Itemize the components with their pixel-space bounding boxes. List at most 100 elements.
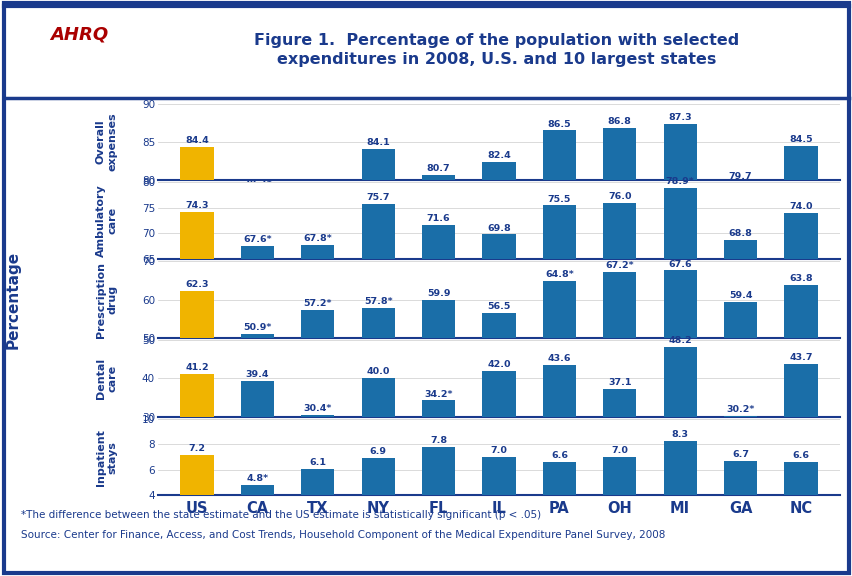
Bar (361, 458, 394, 547)
Text: Percentage: Percentage (5, 251, 20, 348)
Bar (784, 146, 816, 576)
Text: 74.3: 74.3 (185, 200, 209, 210)
Text: 62.3: 62.3 (185, 280, 209, 289)
Text: 34.2*: 34.2* (423, 389, 452, 399)
Bar (301, 469, 334, 547)
Text: 84.1: 84.1 (366, 138, 389, 147)
Text: 7.8: 7.8 (429, 436, 446, 445)
Bar (301, 245, 334, 576)
Bar (422, 300, 455, 529)
Bar (602, 203, 636, 576)
Text: 86.8: 86.8 (607, 118, 631, 126)
Bar (361, 378, 394, 531)
Bar (482, 234, 515, 576)
Text: 6.7: 6.7 (731, 450, 748, 459)
Text: Source: Center for Finance, Access, and Cost Trends, Household Component of the : Source: Center for Finance, Access, and … (21, 530, 665, 540)
Text: 78.9*: 78.9* (665, 177, 694, 186)
Text: 67.8*: 67.8* (303, 234, 331, 242)
Text: 59.4: 59.4 (728, 291, 751, 300)
Bar (602, 128, 636, 576)
Text: 59.9: 59.9 (426, 289, 450, 298)
Text: 6.6: 6.6 (550, 452, 567, 460)
Bar (301, 310, 334, 529)
Text: 84.4: 84.4 (185, 135, 209, 145)
Text: 75.5: 75.5 (547, 195, 570, 203)
Bar (723, 461, 757, 547)
Bar (663, 271, 696, 529)
Text: 84.5: 84.5 (788, 135, 812, 144)
Text: AHRQ: AHRQ (50, 25, 108, 44)
Bar (784, 213, 816, 576)
Text: 76.0: 76.0 (607, 192, 630, 201)
Text: 4.8*: 4.8* (246, 474, 268, 483)
Text: 80.7: 80.7 (426, 164, 450, 173)
Bar (422, 400, 455, 531)
Text: 7.0: 7.0 (490, 446, 507, 455)
Bar (663, 441, 696, 547)
Text: Advancing
Excellence in
Health Care: Advancing Excellence in Health Care (54, 50, 104, 79)
Bar (542, 206, 575, 576)
Bar (542, 281, 575, 529)
Text: 43.6: 43.6 (547, 354, 571, 363)
Bar (240, 190, 273, 576)
Bar (784, 285, 816, 529)
Text: Dental
care: Dental care (95, 358, 118, 399)
Text: 71.6: 71.6 (426, 214, 450, 223)
Bar (181, 454, 213, 547)
Bar (723, 183, 757, 576)
Text: 6.6: 6.6 (792, 452, 809, 460)
Text: 8.3: 8.3 (671, 430, 688, 439)
Bar (542, 462, 575, 547)
Bar (240, 246, 273, 576)
Bar (181, 374, 213, 531)
Bar (361, 149, 394, 576)
Text: 57.2*: 57.2* (303, 300, 331, 308)
Text: 67.6*: 67.6* (243, 235, 272, 244)
Text: 42.0: 42.0 (486, 360, 510, 369)
Text: 41.2: 41.2 (185, 363, 209, 372)
Bar (422, 175, 455, 576)
Text: 68.8: 68.8 (728, 229, 751, 238)
Bar (240, 381, 273, 531)
Bar (663, 188, 696, 576)
Text: 40.0: 40.0 (366, 367, 389, 376)
Bar (784, 364, 816, 531)
Text: 79.7: 79.7 (728, 172, 751, 180)
Bar (542, 365, 575, 531)
Bar (301, 194, 334, 576)
Bar (361, 204, 394, 576)
Text: Prescription
drug: Prescription drug (95, 262, 118, 338)
Bar (181, 211, 213, 576)
Text: 50.9*: 50.9* (243, 323, 271, 332)
Bar (361, 308, 394, 529)
Text: 39.4: 39.4 (245, 370, 269, 378)
Bar (482, 457, 515, 547)
Text: Figure 1.  Percentage of the population with selected
expenditures in 2008, U.S.: Figure 1. Percentage of the population w… (254, 33, 739, 67)
Text: 37.1: 37.1 (607, 378, 630, 388)
Bar (602, 389, 636, 531)
Text: 56.5: 56.5 (486, 302, 510, 311)
Text: Overall
expenses: Overall expenses (95, 113, 118, 171)
Text: 67.2*: 67.2* (605, 261, 633, 270)
Text: Ambulatory
care: Ambulatory care (95, 184, 118, 257)
Bar (602, 272, 636, 529)
Text: 30.2*: 30.2* (726, 405, 754, 414)
Bar (240, 334, 273, 529)
Bar (482, 313, 515, 529)
Bar (723, 302, 757, 529)
Bar (542, 130, 575, 576)
Text: 82.4: 82.4 (486, 151, 510, 160)
Text: 7.2: 7.2 (188, 444, 205, 453)
Text: 87.3: 87.3 (668, 113, 691, 123)
Bar (723, 240, 757, 576)
Bar (482, 162, 515, 576)
Bar (482, 371, 515, 531)
Text: 75.7: 75.7 (366, 194, 389, 203)
Text: 57.8*: 57.8* (364, 297, 392, 306)
Text: 78.2*: 78.2* (303, 183, 331, 192)
Text: 74.0: 74.0 (788, 202, 812, 211)
Text: 48.2: 48.2 (667, 336, 691, 345)
Bar (784, 462, 816, 547)
Bar (301, 415, 334, 531)
Text: Inpatient
stays: Inpatient stays (95, 429, 118, 486)
